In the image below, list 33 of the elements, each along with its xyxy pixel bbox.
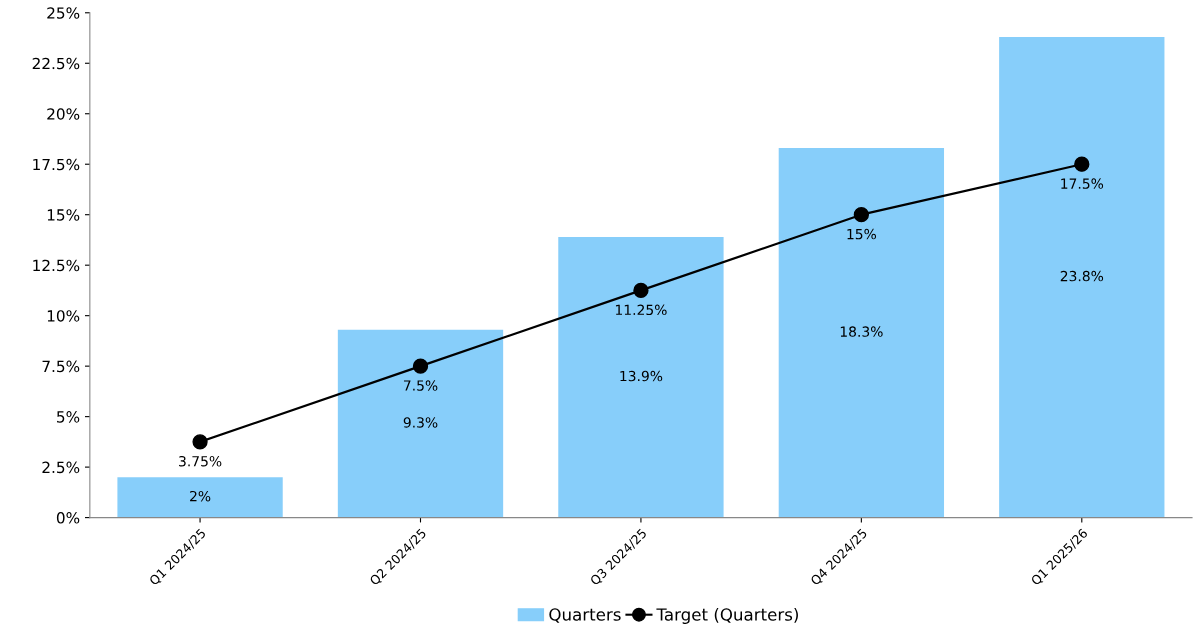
y-tick-label: 22.5% (32, 57, 80, 70)
bar (337, 329, 504, 518)
data-label: 15% (847, 228, 877, 240)
y-tick-label: 7.5% (42, 360, 80, 373)
y-tick-label: 5% (57, 411, 80, 423)
bar (117, 477, 283, 518)
bar (558, 236, 724, 518)
data-label: 23.8% (1060, 270, 1104, 282)
bar (778, 148, 945, 518)
point (633, 282, 649, 299)
data-label: 7.5% (404, 380, 438, 391)
data-label: 18.3% (840, 326, 883, 337)
y-tick-label: 10% (47, 310, 80, 322)
data-label: 13.9% (620, 370, 663, 382)
point (412, 358, 429, 374)
bar (999, 37, 1165, 518)
data-label: 11.25% (615, 304, 667, 316)
point (853, 207, 870, 223)
data-label: 9.3% (403, 417, 438, 428)
legend-label: Quarters (549, 608, 621, 623)
legend-label: Target (Quarters) (656, 607, 798, 624)
y-tick-label: 12.5% (33, 259, 80, 272)
data-label: 2% (190, 490, 211, 502)
data-label: 17.5% (1061, 178, 1104, 189)
point (192, 434, 208, 450)
y-tick-label: 0% (56, 512, 80, 524)
y-tick-label: 20% (47, 108, 80, 120)
y-tick-label: 15% (47, 209, 80, 221)
y-tick-label: 17.5% (33, 158, 80, 171)
data-label: 3.75% (179, 456, 222, 467)
point (1074, 156, 1090, 172)
y-tick-label: 2.5% (42, 461, 80, 474)
y-tick-label: 25% (47, 7, 80, 19)
